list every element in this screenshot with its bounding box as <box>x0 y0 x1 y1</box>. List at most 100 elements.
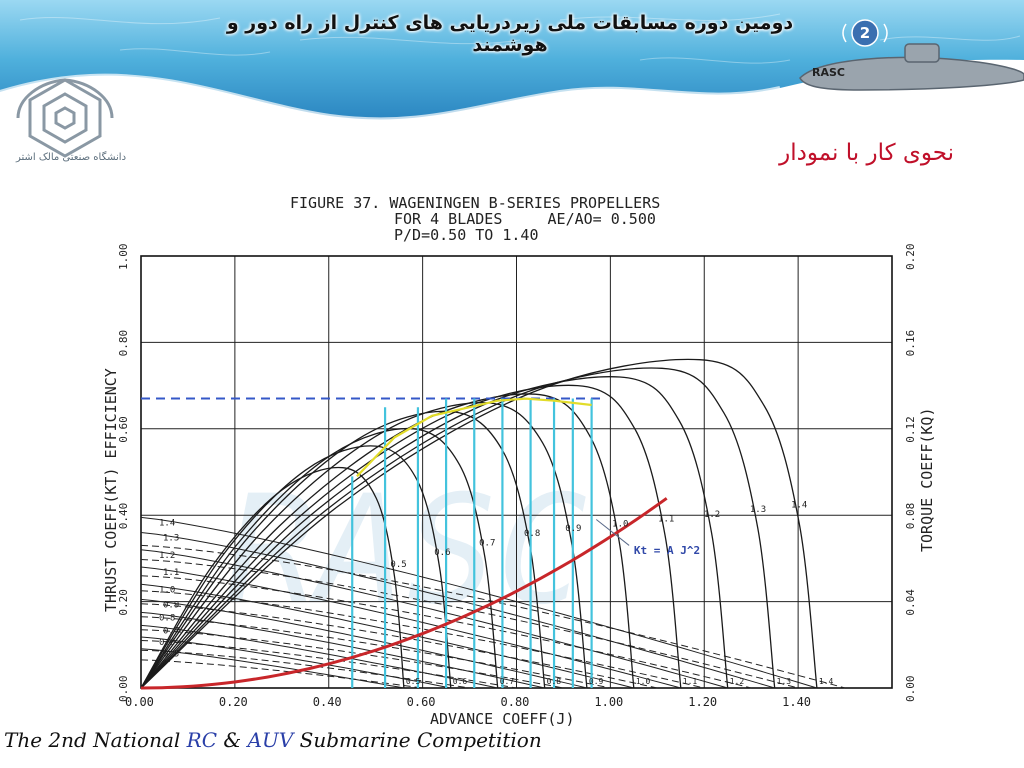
thrust-curve-pd-1.4 <box>140 516 818 689</box>
torque-curve-pd-0.7 <box>140 640 517 689</box>
y-right-tick-label: 0.16 <box>904 330 917 357</box>
propeller-chart: RASC FIGURE 37. WAGENINGEN B-SERIES PROP… <box>86 172 956 738</box>
chart-svg: RASC FIGURE 37. WAGENINGEN B-SERIES PROP… <box>86 172 956 738</box>
signal-icon <box>842 19 888 47</box>
y-right-tick-label: 0.04 <box>904 589 917 616</box>
y-right-tick-label: 0.00 <box>904 676 917 703</box>
y-left-tick-label: 0.00 <box>117 676 130 703</box>
pitch-label-bottom: 0.9 <box>589 677 604 686</box>
x-tick-label: 0.60 <box>407 695 436 709</box>
section-title: نحوی کار با نمودار <box>779 140 954 166</box>
y-right-tick-label: 0.08 <box>904 503 917 530</box>
thrust-curve-pd-1.3 <box>140 532 775 689</box>
torque-curve-pd-1.1 <box>140 590 705 689</box>
efficiency-curve-label: 1.3 <box>750 505 766 515</box>
thrust-curve-pd-1 <box>140 583 634 689</box>
y-right-tick-label: 0.20 <box>904 244 917 271</box>
thrust-curve-label: 0.6 <box>159 638 175 648</box>
footer-amp: & <box>217 728 248 752</box>
thrust-curve-label: 1.4 <box>159 518 175 528</box>
x-tick-label: 1.00 <box>594 695 623 709</box>
efficiency-curve-label: 0.6 <box>434 548 450 558</box>
thrust-curve-pd-0.6 <box>140 636 451 689</box>
university-caption: دانشگاه صنعتی مالک اشتر <box>15 152 127 163</box>
efficiency-envelope <box>356 397 592 478</box>
x-tick-label: 1.40 <box>782 695 811 709</box>
y-left-tick-label: 0.60 <box>117 416 130 443</box>
efficiency-curve-pd-0.7 <box>140 427 499 689</box>
torque-curve-pd-0.5 <box>140 659 423 689</box>
efficiency-curve-label: 0.7 <box>479 538 495 548</box>
thrust-curve-label: 1.3 <box>163 533 179 543</box>
thrust-curve-label: 0.5 <box>163 650 179 660</box>
x-tick-label: 0.20 <box>219 695 248 709</box>
x-tick-label: 1.20 <box>688 695 717 709</box>
thrust-curve-label: 0.7 <box>163 626 179 636</box>
pitch-label-bottom: 0.5 <box>406 677 421 686</box>
torque-curve-pd-1 <box>140 603 658 689</box>
rasc-logo-text: RASC <box>812 66 845 79</box>
chart-overlay: Kt = A J^2 <box>140 397 700 690</box>
footer-rc: RC <box>186 728 218 752</box>
load-curve-pointer <box>595 519 630 546</box>
load-curve-label: Kt = A J^2 <box>634 544 700 557</box>
efficiency-curve-pd-0.6 <box>140 445 452 689</box>
university-logo <box>16 78 114 158</box>
torque-curve-pd-0.6 <box>140 649 470 689</box>
y-left-tick-label: 0.80 <box>117 330 130 357</box>
pitch-label-bottom: 1.4 <box>819 677 834 686</box>
efficiency-curve-label: 1.2 <box>704 510 720 520</box>
x-tick-label: 0.00 <box>125 695 154 709</box>
thrust-curve-label: 1.2 <box>159 551 175 561</box>
efficiency-curve-label: 1.0 <box>612 519 628 529</box>
efficiency-curve-pd-1.4 <box>140 358 818 689</box>
footer-auv: AUV <box>247 728 294 752</box>
footer-text-1: The 2nd National <box>4 728 187 752</box>
y-axis-label-left: THRUST COEFF(KT) EFFICIENCY <box>102 368 120 612</box>
x-tick-label: 0.80 <box>501 695 530 709</box>
y-left-tick-label: 0.20 <box>117 589 130 616</box>
chart-title: FIGURE 37. WAGENINGEN B-SERIES PROPELLER… <box>290 194 660 212</box>
x-axis-label: ADVANCE COEFF(J) <box>430 710 575 728</box>
efficiency-curve-label: 1.1 <box>658 515 674 525</box>
submarine-icon <box>799 43 1024 91</box>
footer-text-2: Submarine Competition <box>293 728 542 752</box>
thrust-curve-label: 0.9 <box>163 600 179 610</box>
header-banner <box>0 0 1024 122</box>
efficiency-curve-label: 0.8 <box>524 529 540 539</box>
thrust-curve-pd-0.9 <box>140 598 588 689</box>
efficiency-curve-label: 0.5 <box>390 560 406 570</box>
thrust-curve-label: 1.1 <box>163 568 179 578</box>
efficiency-curve-pd-0.5 <box>140 466 405 689</box>
efficiency-curve-pd-1.2 <box>140 376 729 689</box>
header-title: دومین دوره مسابقات ملی زیردریایی های کنت… <box>226 12 794 56</box>
chart-subtitle-2: P/D=0.50 TO 1.40 <box>394 226 539 244</box>
thrust-curve-pd-1.2 <box>140 549 728 689</box>
pitch-label-bottom: 0.8 <box>547 677 562 686</box>
page-number: 2 <box>859 24 871 42</box>
x-tick-label: 0.40 <box>313 695 342 709</box>
efficiency-curve-label: 1.4 <box>791 500 807 510</box>
y-right-tick-label: 0.12 <box>904 416 917 443</box>
thrust-curve-label: 1.0 <box>159 585 175 595</box>
thrust-curve-pd-0.8 <box>140 611 545 689</box>
load-curve <box>140 497 668 690</box>
pitch-label-bottom: 0.6 <box>453 677 468 686</box>
pitch-label-bottom: 0.7 <box>500 677 515 686</box>
efficiency-curve-label: 0.9 <box>565 524 581 534</box>
chart-subtitle-1: FOR 4 BLADES AE/AO= 0.500 <box>394 210 656 228</box>
footer-competition-name: The 2nd National RC & AUV Submarine Comp… <box>4 728 542 752</box>
y-left-tick-label: 1.00 <box>117 244 130 271</box>
curve-labels: 1.4 1.3 1.2 1.1 1.0 0.9 0.8 0.7 0.6 0.5 0.5 0.6 0.7 0… <box>159 500 834 686</box>
chart-ticks: 0.00 0.20 0.40 0.60 0.80 1.00 1.20 1.40 0.00 0.20… <box>117 244 917 710</box>
pitch-label-bottom: 1.1 <box>683 677 698 686</box>
thrust-curve-pd-0.7 <box>140 624 498 689</box>
efficiency-curve-pd-1.3 <box>140 367 776 689</box>
thrust-curve-label: 0.8 <box>159 613 175 623</box>
pitch-label-bottom: 1.0 <box>636 677 651 686</box>
y-left-tick-label: 0.40 <box>117 503 130 530</box>
y-axis-label-right: TORQUE COEFF(KQ) <box>918 408 936 553</box>
pitch-label-bottom: 1.3 <box>777 677 792 686</box>
pitch-label-bottom: 1.2 <box>730 677 745 686</box>
thrust-curve-pd-0.5 <box>140 648 404 689</box>
